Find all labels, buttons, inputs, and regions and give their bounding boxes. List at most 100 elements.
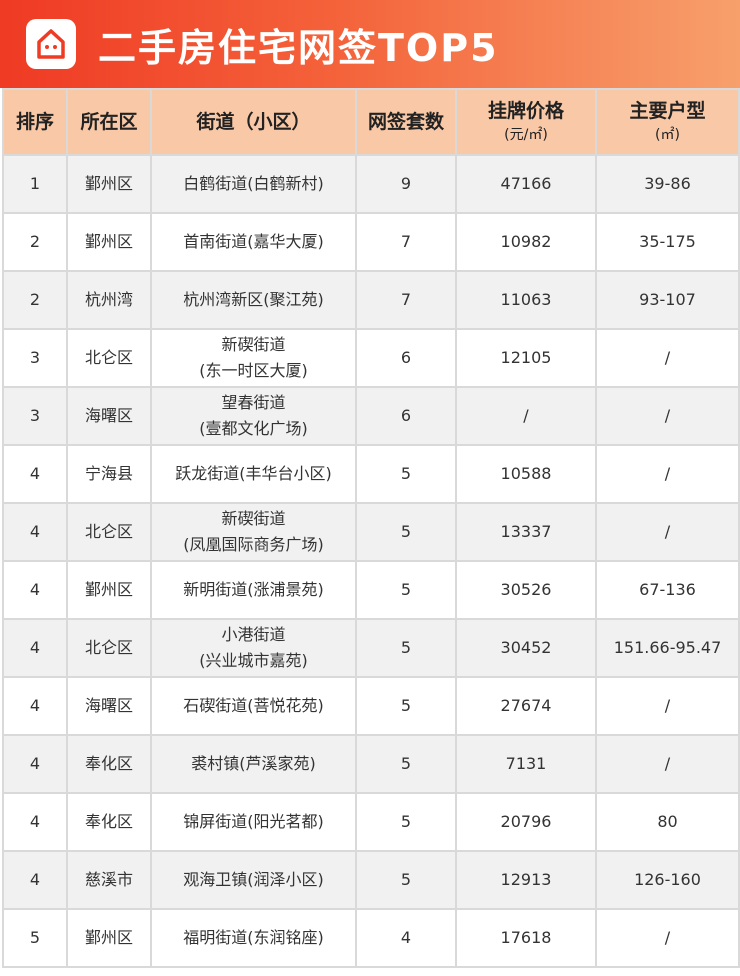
- cell-main-unit-size: /: [595, 908, 740, 968]
- cell-text: 151.66-95.47: [613, 638, 722, 657]
- cell-signed-count: 5: [355, 444, 457, 504]
- table-row: 1 鄞州区 白鹤街道(白鹤新村) 9 47166 39-86: [2, 154, 740, 214]
- cell-text: 小港街道: [221, 625, 286, 644]
- cell-text: 2: [29, 232, 41, 251]
- table-row: 2 杭州湾 杭州湾新区(聚江苑) 7 11063 93-107: [2, 270, 740, 330]
- cell-main-unit-size: 39-86: [595, 154, 740, 214]
- cell-text: 望春街道: [221, 393, 286, 412]
- cell-text: 5: [400, 812, 412, 831]
- title-banner: 二手房住宅网签TOP5: [0, 0, 740, 88]
- header-label: 主要户型: [629, 100, 706, 122]
- cell-text: 北仑区: [84, 348, 133, 367]
- cell-text: 30452: [500, 638, 552, 657]
- cell-text: 10982: [500, 232, 552, 251]
- cell-listing-price: 10588: [455, 444, 597, 504]
- cell-listing-price: 10982: [455, 212, 597, 272]
- table-row: 4 北仑区 新碶街道 (凤凰国际商务广场) 5 13337 /: [2, 502, 740, 562]
- cell-text: 5: [400, 580, 412, 599]
- cell-text: 5: [400, 638, 412, 657]
- cell-street: 小港街道 (兴业城市嘉苑): [150, 618, 357, 678]
- header-street: 街道（小区）: [150, 88, 357, 156]
- cell-main-unit-size: 67-136: [595, 560, 740, 620]
- cell-text: /: [664, 464, 671, 483]
- cell-district: 鄞州区: [66, 212, 152, 272]
- cell-rank: 4: [2, 850, 68, 910]
- cell-text: 5: [400, 464, 412, 483]
- cell-rank: 1: [2, 154, 68, 214]
- cell-district: 奉化区: [66, 734, 152, 794]
- cell-text: 观海卫镇(润泽小区): [183, 870, 324, 889]
- cell-main-unit-size: 80: [595, 792, 740, 852]
- cell-signed-count: 5: [355, 676, 457, 736]
- header-label: 网签套数: [367, 111, 444, 133]
- cell-district: 杭州湾: [66, 270, 152, 330]
- cell-text: 海曙区: [84, 696, 133, 715]
- cell-main-unit-size: 126-160: [595, 850, 740, 910]
- cell-text: 福明街道(东润铭座): [183, 928, 324, 947]
- table-row: 2 鄞州区 首南街道(嘉华大厦) 7 10982 35-175: [2, 212, 740, 272]
- cell-rank: 2: [2, 270, 68, 330]
- cell-text: 北仑区: [84, 522, 133, 541]
- cell-text: 新碶街道: [221, 509, 286, 528]
- cell-signed-count: 6: [355, 328, 457, 388]
- cell-text: 67-136: [639, 580, 696, 599]
- cell-listing-price: 13337: [455, 502, 597, 562]
- cell-rank: 4: [2, 618, 68, 678]
- cell-text: 4: [29, 580, 41, 599]
- cell-text: 6: [400, 406, 412, 425]
- cell-signed-count: 4: [355, 908, 457, 968]
- cell-text: 海曙区: [84, 406, 133, 425]
- cell-text: 9: [400, 174, 412, 193]
- cell-signed-count: 5: [355, 734, 457, 794]
- cell-text: 3: [29, 406, 41, 425]
- cell-rank: 4: [2, 560, 68, 620]
- cell-text: 12105: [500, 348, 552, 367]
- table-header: 排序 所在区 街道（小区） 网签套数 挂牌价格 (元/㎡) 主要户型 (㎡): [2, 88, 740, 156]
- cell-district: 鄞州区: [66, 908, 152, 968]
- cell-street: 跃龙街道(丰华台小区): [150, 444, 357, 504]
- cell-street: 新碶街道 (凤凰国际商务广场): [150, 502, 357, 562]
- cell-street: 福明街道(东润铭座): [150, 908, 357, 968]
- cell-text: 7: [400, 290, 412, 309]
- cell-text: 39-86: [644, 174, 691, 193]
- cell-main-unit-size: /: [595, 734, 740, 794]
- cell-text: 4: [29, 812, 41, 831]
- cell-main-unit-size: 93-107: [595, 270, 740, 330]
- cell-main-unit-size: 151.66-95.47: [595, 618, 740, 678]
- cell-district: 慈溪市: [66, 850, 152, 910]
- cell-text: 93-107: [639, 290, 696, 309]
- cell-rank: 2: [2, 212, 68, 272]
- header-listing-price: 挂牌价格 (元/㎡): [455, 88, 597, 156]
- cell-text: /: [664, 406, 671, 425]
- cell-main-unit-size: /: [595, 386, 740, 446]
- cell-main-unit-size: /: [595, 328, 740, 388]
- cell-text: (东一时区大厦): [199, 361, 308, 380]
- table-row: 4 鄞州区 新明街道(涨浦景苑) 5 30526 67-136: [2, 560, 740, 620]
- cell-street: 首南街道(嘉华大厦): [150, 212, 357, 272]
- cell-listing-price: 47166: [455, 154, 597, 214]
- cell-listing-price: /: [455, 386, 597, 446]
- cell-street: 观海卫镇(润泽小区): [150, 850, 357, 910]
- page-title: 二手房住宅网签TOP5: [98, 25, 499, 70]
- header-unit: (㎡): [655, 127, 680, 143]
- cell-text: 5: [400, 870, 412, 889]
- cell-street: 杭州湾新区(聚江苑): [150, 270, 357, 330]
- cell-rank: 3: [2, 328, 68, 388]
- cell-text: (凤凰国际商务广场): [183, 535, 324, 554]
- header-label: 街道（小区）: [196, 111, 311, 133]
- cell-signed-count: 5: [355, 502, 457, 562]
- cell-text: 5: [29, 928, 41, 947]
- cell-street: 新明街道(涨浦景苑): [150, 560, 357, 620]
- cell-district: 鄞州区: [66, 560, 152, 620]
- cell-rank: 4: [2, 502, 68, 562]
- cell-listing-price: 7131: [455, 734, 597, 794]
- cell-street: 白鹤街道(白鹤新村): [150, 154, 357, 214]
- cell-text: 80: [657, 812, 678, 831]
- cell-signed-count: 9: [355, 154, 457, 214]
- cell-text: 北仑区: [84, 638, 133, 657]
- table-row: 4 北仑区 小港街道 (兴业城市嘉苑) 5 30452 151.66-95.47: [2, 618, 740, 678]
- house-logo-icon: [26, 19, 76, 69]
- cell-signed-count: 5: [355, 560, 457, 620]
- cell-text: 4: [400, 928, 412, 947]
- cell-text: 20796: [500, 812, 552, 831]
